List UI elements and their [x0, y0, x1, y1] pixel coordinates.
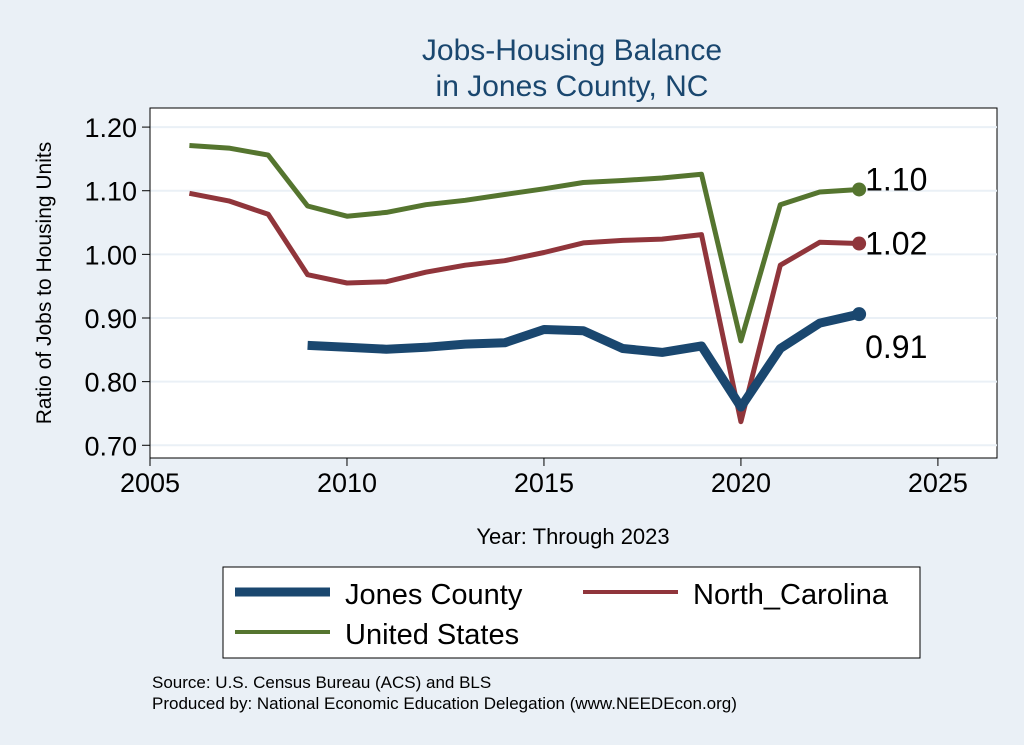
endpoint-label-north-carolina: 1.02: [865, 226, 927, 262]
y-tick-label: 1.10: [84, 177, 137, 207]
legend-label-north-carolina: North_Carolina: [693, 579, 889, 611]
y-tick-label: 0.70: [84, 431, 137, 461]
endpoint-marker-united-states: [852, 182, 867, 197]
legend-label-jones-county: Jones County: [345, 579, 523, 611]
y-axis-label: Ratio of Jobs to Housing Units: [33, 142, 56, 424]
series-lines: [188, 143, 861, 425]
endpoint-marker-north-carolina: [852, 236, 867, 251]
x-tick-label: 2010: [317, 468, 377, 498]
producer-note: Produced by: National Economic Education…: [152, 694, 737, 713]
y-tick-label: 1.20: [84, 113, 137, 143]
x-axis: 2005 2010 2015 2020 2025: [120, 457, 997, 498]
x-axis-label: Year: Through 2023: [476, 524, 669, 549]
y-tick-label: 0.80: [84, 368, 137, 398]
x-tick-label: 2020: [711, 468, 771, 498]
endpoint-marker-jones-county: [852, 307, 867, 322]
plot-area: [149, 107, 998, 459]
chart-title-line-2: in Jones County, NC: [436, 70, 709, 103]
source-note: Source: U.S. Census Bureau (ACS) and BLS: [152, 673, 491, 692]
legend-box: [222, 566, 921, 659]
series-line-jones-county: [307, 309, 861, 412]
endpoint-label-united-states: 1.10: [865, 161, 927, 197]
y-tick-label: 0.90: [84, 304, 137, 334]
x-tick-label: 2015: [514, 468, 574, 498]
legend-label-united-states: United States: [345, 619, 519, 651]
x-tick-label: 2005: [120, 468, 180, 498]
series-line-united-states: [189, 143, 860, 344]
y-axis: 0.70 0.80 0.90 1.00 1.10 1.20: [84, 108, 151, 461]
chart-title-line-1: Jobs-Housing Balance: [422, 34, 722, 67]
series-endpoints: 0.91 1.02 1.10: [852, 161, 927, 365]
x-tick-label: 2025: [908, 468, 968, 498]
y-tick-label: 1.00: [84, 240, 137, 270]
legend: Jones County North_Carolina United State…: [222, 566, 921, 659]
endpoint-label-jones-county: 0.91: [865, 329, 927, 365]
